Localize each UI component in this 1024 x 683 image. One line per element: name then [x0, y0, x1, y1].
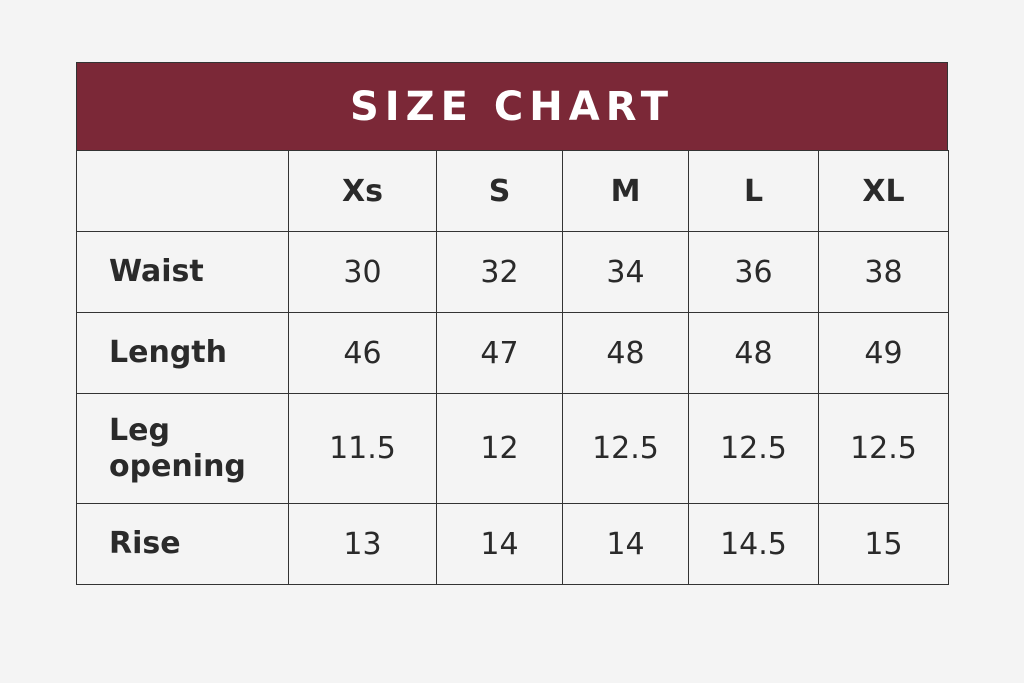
value-cell: 46: [288, 312, 437, 394]
row-label-cell: Waist: [76, 231, 289, 313]
value-cell: 14: [562, 503, 689, 585]
table-row: Leg opening 11.5 12 12.5 12.5 12.5: [76, 393, 949, 504]
value-cell: 32: [436, 231, 563, 313]
size-table: Xs S M L XL Waist 30 32 34 36 38 Length 46 47 48 48 49 L…: [76, 150, 949, 585]
header-row: Xs S M L XL: [76, 150, 949, 232]
value-cell: 14.5: [688, 503, 819, 585]
column-header: L: [688, 150, 819, 232]
value-cell: 12.5: [562, 393, 689, 504]
row-label-cell: Length: [76, 312, 289, 394]
value-cell: 30: [288, 231, 437, 313]
value-cell: 34: [562, 231, 689, 313]
column-header: M: [562, 150, 689, 232]
table-row: Rise 13 14 14 14.5 15: [76, 503, 949, 585]
value-cell: 13: [288, 503, 437, 585]
title: SIZE CHART: [76, 62, 948, 150]
value-cell: 11.5: [288, 393, 437, 504]
row-label: Length: [109, 335, 227, 370]
row-label: Rise: [109, 526, 181, 561]
row-label-cell: Rise: [76, 503, 289, 585]
table-row: Length 46 47 48 48 49: [76, 312, 949, 394]
column-header: S: [436, 150, 563, 232]
value-cell: 48: [562, 312, 689, 394]
row-label-cell: Leg opening: [76, 393, 289, 504]
value-cell: 12: [436, 393, 563, 504]
value-cell: 12.5: [688, 393, 819, 504]
value-cell: 14: [436, 503, 563, 585]
table-body: Waist 30 32 34 36 38 Length 46 47 48 48 49 Leg openi…: [76, 231, 949, 585]
size-chart: SIZE CHART Xs S M L XL Waist 30 32 34 36 38 Length…: [76, 62, 949, 585]
value-cell: 38: [818, 231, 949, 313]
value-cell: 15: [818, 503, 949, 585]
table-row: Waist 30 32 34 36 38: [76, 231, 949, 313]
row-label: Waist: [109, 254, 204, 289]
value-cell: 36: [688, 231, 819, 313]
row-label: Leg opening: [109, 412, 246, 484]
value-cell: 12.5: [818, 393, 949, 504]
value-cell: 47: [436, 312, 563, 394]
corner-cell: [76, 150, 289, 232]
value-cell: 49: [818, 312, 949, 394]
column-header: Xs: [288, 150, 437, 232]
value-cell: 48: [688, 312, 819, 394]
column-header: XL: [818, 150, 949, 232]
